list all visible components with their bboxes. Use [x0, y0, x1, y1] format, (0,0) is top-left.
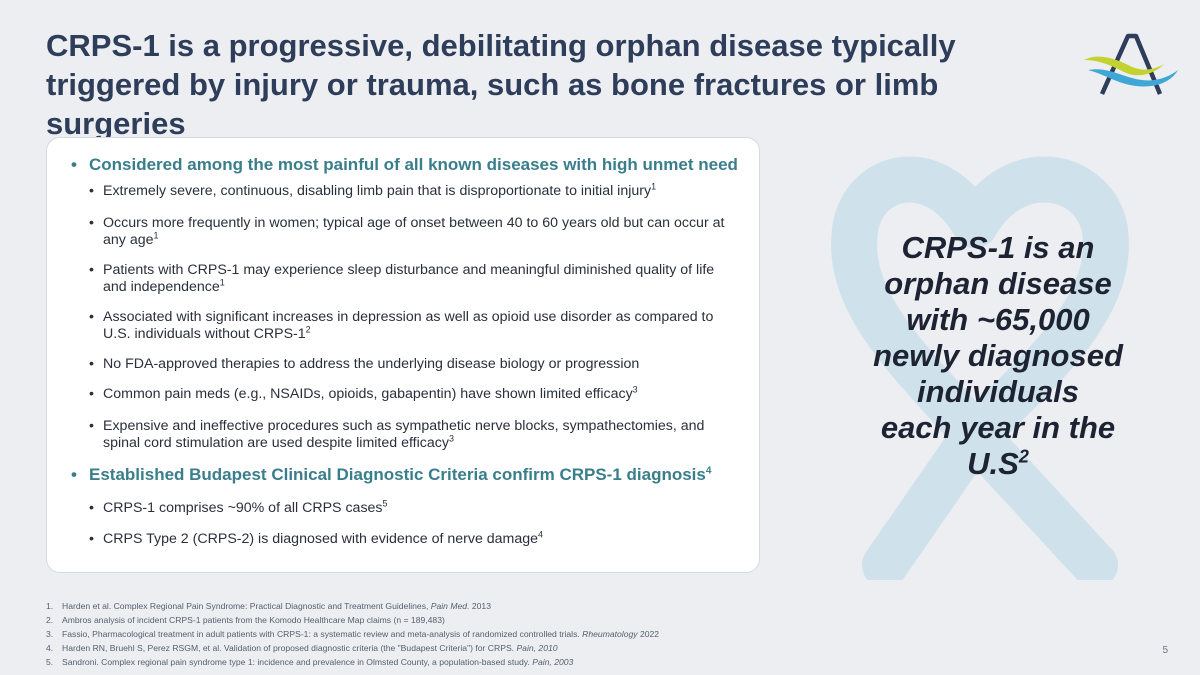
slide-title: CRPS-1 is a progressive, debilitating or…	[46, 28, 956, 141]
orphan-disease-callout: CRPS-1 is an orphan disease with ~65,000…	[873, 230, 1123, 481]
key-facts-card: • Considered among the most painful of al…	[46, 137, 760, 573]
page-number: 5	[1162, 645, 1168, 656]
reference-item: 4. Harden RN, Bruehl S, Perez RSGM, et al…	[46, 643, 558, 653]
reference-item: 1. Harden et al. Complex Regional Pain Sy…	[46, 601, 491, 611]
reference-item: 2. Ambros analysis of incident CRPS-1 pat…	[46, 615, 445, 625]
heading-unmet-need: • Considered among the most painful of al…	[71, 155, 738, 174]
list-item: • Associated with significant increases i…	[89, 309, 714, 342]
list-item: • CRPS-1 comprises ~90% of all CRPS cases…	[89, 498, 388, 516]
list-item: • Extremely severe, continuous, disabling…	[89, 181, 657, 199]
heading-budapest-criteria: • Established Budapest Clinical Diagnosti…	[71, 465, 712, 484]
company-a-logo-icon	[1084, 33, 1178, 95]
list-item: • Patients with CRPS-1 may experience sle…	[89, 262, 715, 295]
list-item: • No FDA-approved therapies to address th…	[89, 356, 640, 372]
list-item: • Expensive and ineffective procedures su…	[89, 418, 705, 451]
awareness-ribbon-heart-icon	[831, 156, 1129, 580]
reference-item: 3. Fassio, Pharmacological treatment in a…	[46, 629, 660, 639]
list-item: • Occurs more frequently in women; typica…	[89, 215, 725, 248]
reference-item: 5. Sandroni. Complex regional pain syndro…	[46, 657, 574, 667]
list-item: • Common pain meds (e.g., NSAIDs, opioids…	[89, 384, 638, 402]
references-list: 1. Harden et al. Complex Regional Pain Sy…	[46, 599, 1106, 669]
list-item: • CRPS Type 2 (CRPS-2) is diagnosed with …	[89, 529, 544, 547]
